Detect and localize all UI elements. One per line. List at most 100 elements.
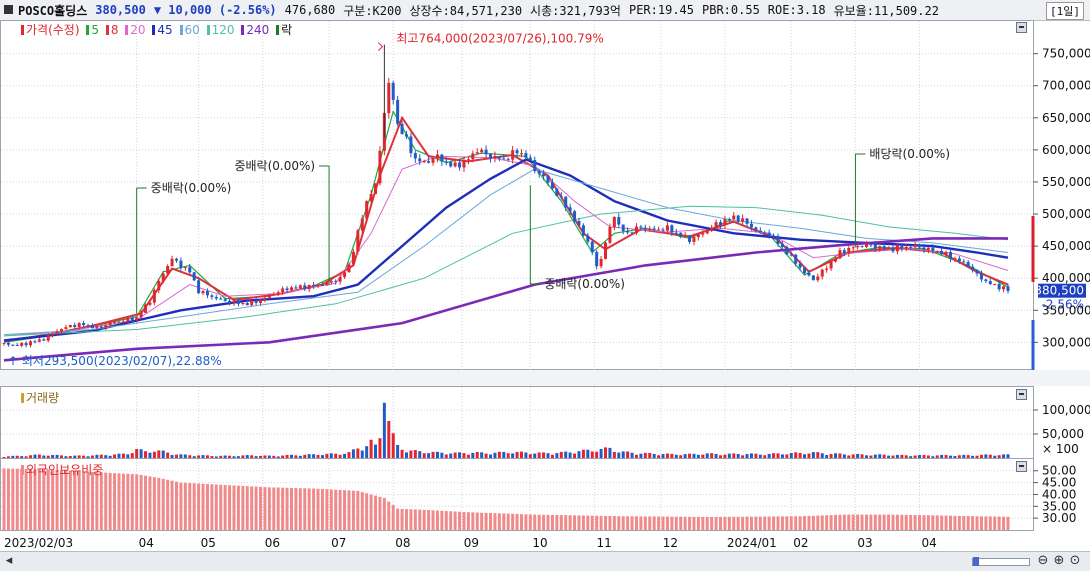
current-price-tag bbox=[1038, 283, 1086, 298]
volume-bar bbox=[838, 453, 842, 458]
ma5-legend-label: 5 bbox=[91, 23, 99, 37]
foreign-ownership-bar bbox=[82, 471, 86, 530]
volume-bar bbox=[864, 455, 868, 458]
foreign-ownership-bar bbox=[909, 514, 913, 530]
chart-area[interactable]: 최고764,000(2023/07/26),100.79% ↑ 최저293,500… bbox=[0, 20, 1090, 551]
volume-bar bbox=[493, 452, 497, 458]
foreign-ownership-bar bbox=[77, 471, 81, 530]
period-selector[interactable]: [1일] bbox=[1046, 2, 1084, 20]
volume-bar bbox=[263, 455, 267, 458]
price-axis-label: 750,000 bbox=[1042, 47, 1090, 61]
volume-bar bbox=[860, 454, 864, 458]
candle-body bbox=[745, 218, 749, 224]
foreign-ownership-bar bbox=[303, 488, 307, 530]
volume-bar bbox=[148, 452, 152, 458]
candle-body bbox=[360, 218, 364, 231]
foreign-ownership-bar bbox=[276, 487, 280, 530]
candle-body bbox=[325, 282, 329, 286]
volume-bar bbox=[236, 456, 240, 458]
foreign-ownership-bar bbox=[926, 515, 930, 530]
volume-bar bbox=[604, 447, 608, 458]
foreign-ownership-bar bbox=[404, 509, 408, 530]
zoom-out-icon[interactable]: ⊖ bbox=[1037, 553, 1049, 568]
volume-bar bbox=[20, 456, 24, 458]
price-legend-marker bbox=[21, 25, 24, 35]
candle-body bbox=[595, 251, 599, 267]
volume-bar bbox=[966, 455, 970, 458]
candle-body bbox=[33, 341, 37, 343]
volume-bar bbox=[170, 455, 174, 458]
foreign-ownership-bar bbox=[652, 516, 656, 530]
candle-body bbox=[789, 254, 793, 256]
foreign-ownership-bar bbox=[378, 496, 382, 530]
volume-bar bbox=[807, 453, 811, 458]
candle-body bbox=[926, 247, 930, 250]
volume-bar bbox=[480, 452, 484, 458]
ma120-legend-marker bbox=[206, 25, 210, 35]
candle-body bbox=[714, 222, 718, 228]
volume-bar bbox=[612, 451, 616, 458]
volume-bar bbox=[816, 452, 820, 458]
volume-bar bbox=[674, 454, 678, 458]
scroll-left-icon[interactable]: ◂ bbox=[5, 553, 13, 568]
foreign-ownership-bar bbox=[789, 516, 793, 530]
price-panel-minimize-button[interactable] bbox=[1016, 22, 1027, 33]
volume-bar bbox=[652, 454, 656, 458]
volume-legend: 거래량 bbox=[18, 389, 59, 406]
foreign-ownership-bar bbox=[418, 509, 422, 530]
foreign-ownership-bar bbox=[42, 469, 46, 530]
reserve-ratio: 유보율:11,509.22 bbox=[833, 3, 939, 18]
foreign-ownership-bar bbox=[289, 487, 293, 530]
candle-body bbox=[546, 176, 550, 183]
foreign-ownership-bar bbox=[882, 514, 886, 530]
foreign-ownership-bar bbox=[329, 489, 333, 530]
volume-bar bbox=[515, 451, 519, 458]
volume-bar bbox=[298, 455, 302, 458]
volume-bar bbox=[546, 453, 550, 458]
foreign-ownership-bar bbox=[254, 486, 258, 530]
foreign-ownership-bar bbox=[104, 472, 108, 530]
volume-bar bbox=[940, 454, 944, 458]
candle-body bbox=[657, 229, 661, 231]
foreign-ownership-bar bbox=[975, 516, 979, 530]
foreign-panel-minimize-button[interactable] bbox=[1016, 461, 1027, 472]
volume-bar bbox=[586, 449, 590, 458]
foreign-ownership-bar bbox=[108, 472, 112, 530]
zoom-in-icon[interactable]: ⊕ bbox=[1053, 553, 1065, 568]
foreign-ownership-bar bbox=[135, 474, 139, 530]
candle-body bbox=[68, 325, 72, 328]
current-price-tag-label: 380,500 bbox=[1034, 284, 1084, 298]
foreign-ownership-bar bbox=[466, 512, 470, 530]
menu-square-icon[interactable] bbox=[4, 5, 13, 14]
volume-bar bbox=[962, 454, 966, 458]
foreign-ownership-bar bbox=[126, 473, 130, 530]
candle-body bbox=[316, 284, 320, 286]
foreign-ownership-bar bbox=[997, 516, 1001, 530]
candle-body bbox=[829, 261, 833, 269]
zoom-slider-thumb[interactable] bbox=[973, 557, 979, 566]
volume-bar bbox=[834, 453, 838, 458]
volume-bar bbox=[763, 455, 767, 458]
candle-body bbox=[1006, 286, 1010, 291]
candle-body bbox=[365, 201, 369, 219]
volume-bar bbox=[705, 453, 709, 458]
candle-body bbox=[236, 300, 240, 304]
volume-bar bbox=[90, 455, 94, 458]
zoom-slider[interactable] bbox=[972, 557, 1030, 566]
foreign-ownership-bar bbox=[316, 488, 320, 530]
foreign-ownership-bar bbox=[763, 516, 767, 530]
volume-bar bbox=[161, 450, 165, 458]
volume-bar bbox=[497, 451, 501, 458]
stock-name[interactable]: POSCO홀딩스 bbox=[18, 3, 88, 18]
candle-body bbox=[869, 244, 873, 246]
candle-body bbox=[440, 154, 444, 162]
volume-bar bbox=[316, 455, 320, 458]
volume-panel-minimize-button[interactable] bbox=[1016, 389, 1027, 400]
foreign-ownership-bar bbox=[705, 516, 709, 530]
volume-bar bbox=[82, 455, 86, 458]
foreign-ownership-bar bbox=[834, 514, 838, 530]
foreign-ownership-bar bbox=[320, 488, 324, 530]
zoom-reset-icon[interactable]: ⊙ bbox=[1069, 553, 1081, 568]
foreign-ownership-bar bbox=[334, 489, 338, 530]
candle-body bbox=[356, 230, 360, 252]
